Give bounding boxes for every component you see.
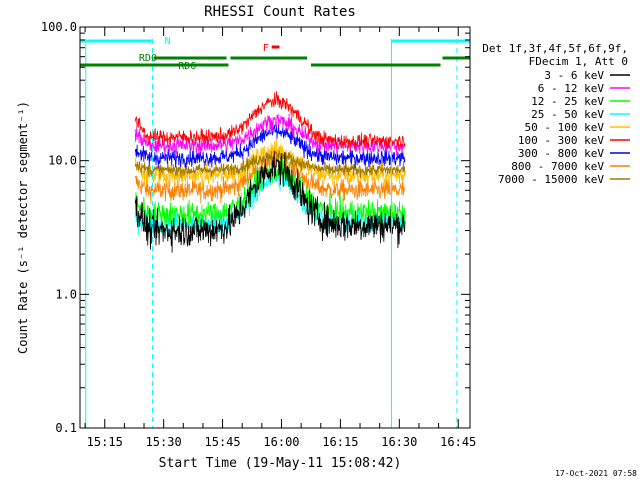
x-tick-label: 16:00 [263,435,299,449]
y-tick-label: 100.0 [41,20,77,34]
legend: Det 1f,3f,4f,5f,6f,9f,FDecim 1, Att 03 -… [482,42,630,186]
legend-label: 3 - 6 keV [544,69,604,82]
series-line-3-6keV [134,151,406,253]
x-tick-label: 16:45 [440,435,476,449]
legend-label: 7000 - 15000 keV [498,173,604,186]
y-axis-label-group: Count Rate (s⁻¹ detector segment⁻¹) [16,101,30,354]
series-line-6-12keV [134,113,406,157]
series-line-300-800keV [134,120,406,169]
flag-layer: N F RD0 RD6 [80,36,470,428]
legend-label: 6 - 12 keV [538,82,605,95]
legend-label: 12 - 25 keV [531,95,604,108]
y-tick-label: 10.0 [48,154,77,168]
chart-title: RHESSI Count Rates [204,4,356,20]
y-axis-label: Count Rate (s⁻¹ detector segment⁻¹) [16,101,30,354]
x-tick-label: 15:30 [146,435,182,449]
axis-layer: 0.1 1.0 10.0 100.0 15:15 15:30 15:45 16:00 16:15… [41,20,476,449]
legend-label: 800 - 7000 keV [511,160,604,173]
series-line-100-300keV [134,91,406,151]
x-tick-label: 15:45 [205,435,241,449]
flag-label-n: N [165,36,171,47]
legend-label: 25 - 50 keV [531,108,604,121]
series-line-7000-15000keV [134,149,406,179]
x-axis-label: Start Time (19-May-11 15:08:42) [159,456,402,471]
x-tick-label: 16:15 [322,435,358,449]
legend-label: 50 - 100 keV [525,121,605,134]
y-tick-label: 1.0 [55,287,77,301]
x-tick-label: 15:15 [87,435,123,449]
timestamp: 17-Oct-2021 07:58 [555,469,637,478]
plot-frame [79,26,471,429]
flag-label-rd6: RD6 [178,61,196,72]
flag-label-rd0: RD0 [139,53,157,64]
legend-header: FDecim 1, Att 0 [529,55,628,68]
y-tick-label: 0.1 [55,421,77,435]
legend-label: 100 - 300 keV [518,134,604,147]
series-line-12-25keV [134,157,406,228]
legend-header: Det 1f,3f,4f,5f,6f,9f, [482,42,628,55]
x-tick-label: 16:30 [381,435,417,449]
series-layer [134,91,406,253]
flag-label-f: F [263,43,269,54]
legend-label: 300 - 800 keV [518,147,604,160]
